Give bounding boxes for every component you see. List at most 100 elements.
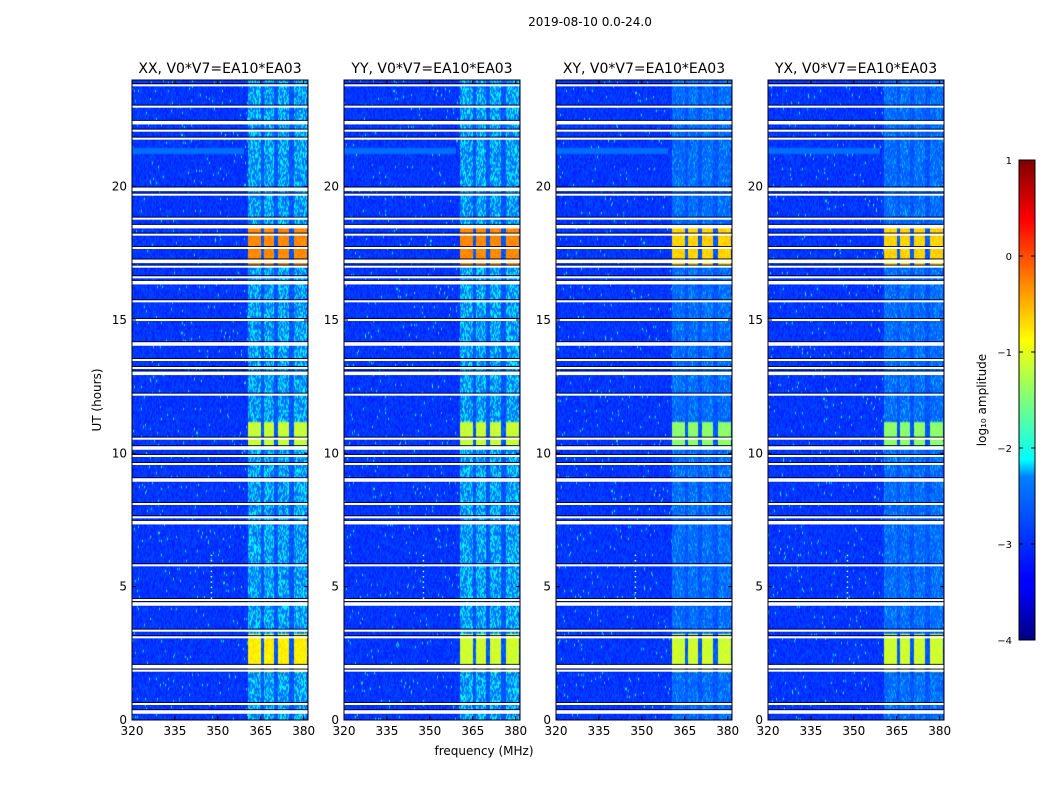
flagged-row	[344, 455, 520, 457]
rfi-spike	[422, 592, 425, 594]
flagged-row	[132, 710, 308, 714]
rfi-spike	[422, 576, 425, 578]
panel-1: XX, V0*V7=EA10*EA03 320 335 350 365 380 0 5 10 15…	[112, 61, 315, 738]
panel-title: XX, V0*V7=EA10*EA03	[138, 61, 301, 77]
flagged-row	[556, 602, 732, 606]
colorbar: 1 0 −1 −2 −3 −4 log₁₀ amplitude	[975, 156, 1036, 647]
plot-frame	[555, 79, 733, 721]
flagged-row	[768, 520, 944, 525]
flagged-row	[344, 446, 520, 450]
y-tick-label: 5	[543, 580, 551, 594]
flagged-row	[556, 503, 732, 505]
flagged-row	[132, 446, 308, 450]
x-tick-label: 335	[163, 724, 186, 738]
rfi-spike	[846, 560, 849, 562]
rfi-spike	[210, 576, 213, 578]
colorbar-tick-label: −2	[997, 444, 1012, 455]
flagged-row	[344, 217, 520, 220]
flagged-row	[768, 446, 944, 450]
flagged-row	[768, 599, 944, 601]
panel-4: YX, V0*V7=EA10*EA03 320 335 350 365 380 0 5 10 15…	[748, 61, 951, 738]
panel-title: YX, V0*V7=EA10*EA03	[774, 61, 937, 77]
flagged-row	[768, 602, 944, 606]
x-tick-label: 320	[545, 724, 568, 738]
flagged-row	[768, 187, 944, 192]
rfi-spike	[422, 581, 425, 583]
flagged-row	[768, 636, 944, 639]
flagged-row	[556, 599, 732, 601]
rfi-spike	[422, 570, 425, 573]
flagged-row	[344, 503, 520, 505]
flagged-row	[768, 359, 944, 361]
y-tick-label: 15	[748, 313, 763, 327]
y-tick-label: 0	[331, 713, 339, 727]
x-tick-label: 320	[333, 724, 356, 738]
flagged-row	[768, 280, 944, 285]
flagged-row	[132, 224, 308, 229]
flagged-row	[768, 503, 944, 505]
flagged-row	[768, 463, 944, 465]
flagged-row	[132, 669, 308, 672]
rfi-spike	[210, 581, 213, 583]
flagged-row	[132, 265, 308, 268]
y-tick-label: 20	[324, 180, 339, 194]
rfi-spike	[422, 554, 425, 557]
flagged-row	[556, 319, 732, 321]
flagged-row	[344, 669, 520, 672]
flagged-row	[132, 599, 308, 601]
y-tick-label: 10	[112, 446, 127, 460]
y-tick-label: 15	[324, 313, 339, 327]
plot-frame	[131, 79, 309, 721]
rfi-spike	[210, 560, 213, 562]
flagged-row	[344, 280, 520, 285]
flagged-row	[768, 300, 944, 303]
flagged-row	[344, 599, 520, 601]
flagged-row	[556, 669, 732, 672]
flagged-row	[768, 367, 944, 369]
flagged-row	[556, 636, 732, 639]
heatmap-image	[556, 80, 732, 720]
flagged-row	[556, 259, 732, 264]
flagged-row	[768, 629, 944, 632]
flagged-row	[556, 516, 732, 519]
flagged-row	[344, 703, 520, 705]
x-tick-label: 335	[375, 724, 398, 738]
flagged-row	[768, 129, 944, 132]
flagged-row	[132, 437, 308, 440]
flagged-row	[344, 319, 520, 321]
y-tick-label: 0	[119, 713, 127, 727]
flagged-row	[768, 437, 944, 440]
flagged-row	[556, 193, 732, 196]
flagged-row	[132, 137, 308, 140]
flagged-row	[344, 602, 520, 606]
flagged-row	[344, 516, 520, 519]
x-tick-label: 335	[587, 724, 610, 738]
flagged-row	[556, 564, 732, 567]
x-tick-label: 365	[885, 724, 908, 738]
flagged-row	[344, 520, 520, 525]
flagged-row	[344, 276, 520, 279]
flagged-row	[556, 463, 732, 465]
flagged-row	[768, 84, 944, 87]
heatmap-image	[768, 80, 944, 720]
flagged-row	[132, 105, 308, 108]
flagged-row	[556, 437, 732, 440]
figure-title: 2019-08-10 0.0-24.0	[528, 15, 652, 29]
x-tick-label: 335	[799, 724, 822, 738]
heatmap-image	[344, 80, 520, 720]
flagged-row	[768, 276, 944, 279]
flagged-row	[344, 478, 520, 482]
flagged-row	[768, 664, 944, 669]
flagged-row	[132, 280, 308, 285]
flagged-row	[768, 703, 944, 705]
flagged-row	[344, 564, 520, 567]
flagged-row	[344, 105, 520, 108]
flagged-row	[132, 520, 308, 525]
colorbar-tick-label: 0	[1006, 252, 1012, 263]
flagged-row	[556, 280, 732, 285]
flagged-row	[556, 629, 732, 632]
y-tick-label: 5	[755, 580, 763, 594]
x-tick-label: 320	[757, 724, 780, 738]
flagged-row	[768, 137, 944, 140]
flagged-row	[132, 393, 308, 396]
